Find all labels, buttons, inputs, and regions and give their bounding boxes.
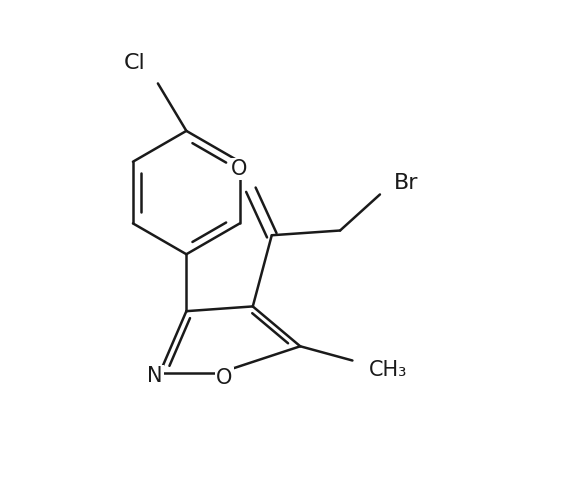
Text: Cl: Cl	[124, 52, 145, 72]
Text: Br: Br	[394, 173, 419, 193]
Text: CH₃: CH₃	[370, 360, 408, 380]
Text: N: N	[148, 366, 163, 386]
Text: O: O	[231, 159, 248, 179]
Text: O: O	[216, 368, 232, 387]
